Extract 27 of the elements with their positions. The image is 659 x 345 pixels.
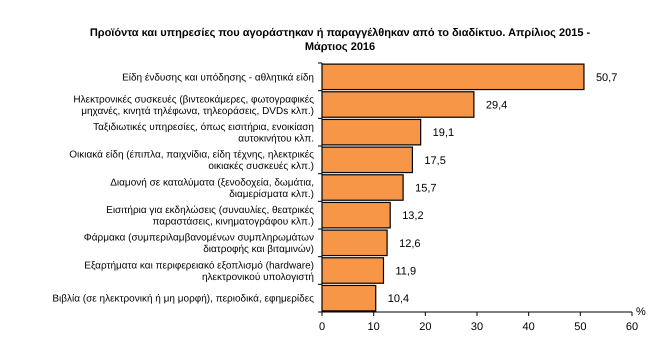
y-tick-label: Οικιακά είδη (έπιπλα, παιχνίδια, είδη τέχνης, ηλεκτρικές οικιακές συσκευές κλπ.) (69, 150, 314, 172)
x-tick-label: 0 (318, 321, 326, 333)
x-tick-label: 40 (522, 321, 535, 333)
x-tick-label: 20 (419, 321, 432, 333)
data-label: 11,9 (395, 266, 416, 278)
y-tick-label: Εξαρτήματα και περιφερειακό εξοπλισμό (hardware) ηλεκτρονικού υπολογιστή (84, 260, 314, 283)
y-tick-label: Εισιτήρια για εκδηλώσεις (συναυλίες, θεατρικές παραστάσεις, κινηματογράφου κλπ.) (106, 204, 314, 228)
y-tick-label: Ηλεκτρονικές συσκευές (βιντεοκάμερες, φωτογραφικές μηχανές, κινητά τηλέφωνα, τηλεοράσεις, DVDs κλπ.) (73, 94, 314, 117)
y-tick-label: Διαμονή σε καταλύματα (ξενοδοχεία, δωμάτια, διαμερίσματα κλπ.) (110, 177, 314, 200)
y-tick-label: Βιβλία (σε ηλεκτρονική ή μη μορφή), περιοδικά, εφημερίδες (52, 294, 314, 305)
x-tick-label: 10 (368, 321, 380, 333)
y-tick-label: Είδη ένδυσης και υπόδησης - αθλητικά είδη (122, 72, 314, 84)
y-tick-label: Φάρμακα (συμπεριλαμβανομένων συμπληρωμάτων διατροφής και βιταμινών) (84, 232, 314, 256)
data-label: 15,7 (415, 182, 437, 194)
data-label: 29,4 (486, 100, 508, 112)
data-label: 10,4 (388, 293, 410, 306)
chart-title: Προϊόντα και υπηρεσίες που αγοράστηκαν ή παραγγέλθηκαν από το διαδίκτυο. Απρίλιος 2015 - Μάρτιος 2016 (90, 27, 590, 53)
y-tick-label: Ταξιδιωτικές υπηρεσίες, όπως εισιτήρια, ενοικίαση αυτοκινήτου κλπ. (93, 122, 314, 144)
x-tick-label: 30 (470, 321, 484, 333)
data-label: 50,7 (596, 72, 618, 84)
x-tick-label: 60 (626, 321, 638, 333)
data-label: 19,1 (432, 127, 454, 140)
data-label: 17,5 (424, 154, 446, 167)
data-label: 13,2 (402, 210, 424, 222)
data-label: 12,6 (399, 238, 421, 250)
x-axis-title: % (636, 306, 646, 318)
x-tick-label: 50 (574, 321, 586, 333)
